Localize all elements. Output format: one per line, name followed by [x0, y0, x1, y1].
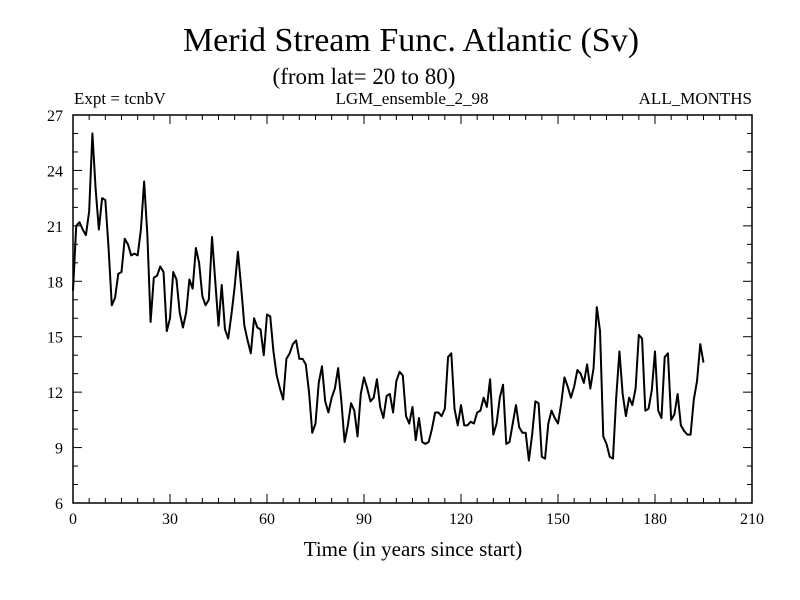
y-tick-label: 18 — [47, 274, 63, 291]
x-axis-label: Time (in years since start) — [304, 537, 523, 561]
x-tick-label: 90 — [356, 511, 372, 528]
y-tick-label: 6 — [55, 496, 63, 513]
x-tick-label: 210 — [740, 511, 764, 528]
axis-tick-labels: 6 9 12 15 18 21 24 27 0 30 60 90 120 150 180 210 — [47, 108, 764, 528]
x-tick-label: 150 — [546, 511, 570, 528]
x-tick-label: 0 — [69, 511, 77, 528]
chart-subtitle: (from lat= 20 to 80) — [273, 64, 456, 89]
chart-title: Merid Stream Func. Atlantic (Sv) — [183, 22, 639, 59]
experiment-label: Expt = tcnbV — [74, 89, 166, 108]
x-tick-label: 30 — [162, 511, 178, 528]
plot-frame — [72, 114, 753, 504]
x-tick-label: 180 — [643, 511, 667, 528]
y-tick-label: 24 — [47, 163, 63, 180]
y-tick-label: 12 — [47, 385, 63, 402]
axis-ticks — [72, 114, 753, 504]
y-tick-label: 21 — [47, 219, 63, 236]
months-label: ALL_MONTHS — [639, 89, 752, 108]
y-tick-label: 27 — [47, 108, 63, 125]
y-tick-label: 9 — [55, 441, 63, 458]
x-tick-label: 60 — [259, 511, 275, 528]
ensemble-label: LGM_ensemble_2_98 — [336, 89, 489, 108]
x-tick-label: 120 — [449, 511, 473, 528]
y-tick-label: 15 — [47, 330, 63, 347]
series-line — [72, 132, 705, 462]
